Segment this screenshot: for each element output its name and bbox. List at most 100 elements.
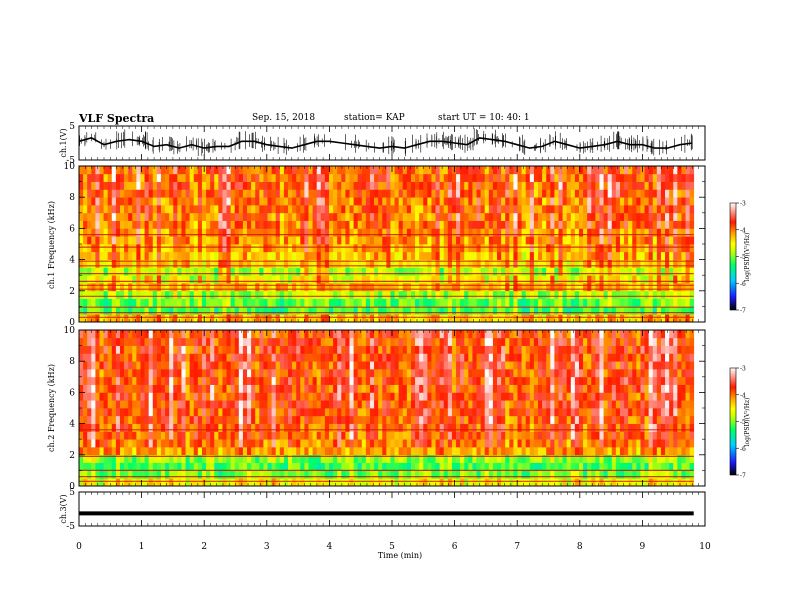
spectrogram-cell bbox=[247, 205, 252, 214]
spectrogram-cell bbox=[181, 290, 186, 299]
spectrogram-cell bbox=[402, 298, 408, 307]
spectrogram-cell bbox=[509, 290, 514, 299]
spectrogram-cell bbox=[484, 314, 490, 323]
spectrogram-cell bbox=[300, 439, 305, 448]
spectrogram-cell bbox=[255, 454, 260, 463]
spectrogram-cell bbox=[238, 478, 244, 487]
spectrogram-cell bbox=[369, 423, 375, 432]
spectrogram-cell bbox=[210, 283, 215, 292]
spectrogram-cell bbox=[517, 431, 522, 440]
spectrogram-cell bbox=[427, 298, 432, 307]
spectrogram-cell bbox=[124, 400, 129, 409]
spectrogram-cell bbox=[410, 470, 416, 479]
spectrogram-cell bbox=[406, 220, 412, 229]
spectrogram-cell bbox=[652, 283, 658, 292]
spectrogram-cell bbox=[468, 400, 473, 409]
spectrogram-cell bbox=[640, 197, 645, 206]
spectrogram-cell bbox=[513, 189, 518, 198]
spectrogram-cell bbox=[353, 181, 359, 190]
spectrogram-cell bbox=[160, 181, 166, 190]
spectrogram-cell bbox=[222, 447, 227, 456]
spectrogram-cell bbox=[386, 189, 391, 198]
spectrogram-cell bbox=[292, 267, 297, 276]
spectrogram-cell bbox=[160, 423, 166, 432]
spectrogram-cell bbox=[628, 462, 633, 471]
spectrogram-cell bbox=[624, 166, 629, 175]
spectrogram-cell bbox=[300, 275, 305, 284]
spectrogram-cell bbox=[464, 454, 469, 463]
spectrogram-cell bbox=[333, 400, 338, 409]
spectrogram-cell bbox=[103, 408, 109, 417]
spectrogram-cell bbox=[263, 189, 268, 198]
spectrogram-cell bbox=[419, 205, 424, 214]
spectrogram-cell bbox=[517, 314, 522, 323]
spectrogram-cell bbox=[640, 251, 645, 260]
spectrogram-cell bbox=[279, 415, 285, 424]
spectrogram-cell bbox=[378, 462, 383, 471]
spectrogram-cell bbox=[152, 212, 158, 221]
spectrogram-cell bbox=[529, 275, 535, 284]
spectrogram-cell bbox=[230, 447, 236, 456]
spectrogram-cell bbox=[644, 244, 649, 253]
spectrogram-cell bbox=[324, 298, 330, 307]
spectrogram-cell bbox=[669, 212, 674, 221]
spectrogram-cell bbox=[435, 275, 440, 284]
spectrogram-cell bbox=[193, 244, 199, 253]
spectrogram-cell bbox=[197, 439, 203, 448]
spectrogram-cell bbox=[431, 298, 436, 307]
spectrogram-cell bbox=[214, 189, 219, 198]
spectrogram-cell bbox=[95, 173, 100, 182]
spectrogram-cell bbox=[394, 454, 400, 463]
spectrogram-cell bbox=[562, 205, 568, 214]
spectrogram-cell bbox=[271, 251, 277, 260]
spectrogram-cell bbox=[300, 212, 305, 221]
spectrogram-cell bbox=[201, 244, 207, 253]
spectrogram-cell bbox=[685, 228, 690, 237]
spectrogram-cell bbox=[447, 298, 453, 307]
spectrogram-cell bbox=[423, 431, 428, 440]
spectrogram-cell bbox=[619, 431, 625, 440]
spectrogram-cell bbox=[636, 275, 641, 284]
spectrogram-cell bbox=[509, 462, 514, 471]
colorbar-tick-label: -6 bbox=[740, 281, 746, 288]
spectrogram-cell bbox=[263, 423, 268, 432]
spectrogram-cell bbox=[578, 275, 584, 284]
spectrogram-cell bbox=[279, 173, 285, 182]
spectrogram-cell bbox=[529, 205, 535, 214]
spectrogram-cell bbox=[111, 197, 117, 206]
spectrogram-cell bbox=[341, 259, 346, 268]
spectrogram-cell bbox=[480, 259, 486, 268]
spectrogram-cell bbox=[488, 400, 494, 409]
spectrogram-cell bbox=[488, 181, 494, 190]
spectrogram-cell bbox=[660, 447, 666, 456]
spectrogram-cell bbox=[279, 275, 285, 284]
spectrogram-cell bbox=[193, 228, 199, 237]
spectrogram-cell bbox=[214, 283, 219, 292]
spectrogram-cell bbox=[83, 173, 88, 182]
spectrogram-cell bbox=[144, 197, 150, 206]
spectrogram-cell bbox=[304, 197, 309, 206]
spectrogram-cell bbox=[234, 423, 240, 432]
spectrogram-cell bbox=[525, 197, 531, 206]
spectrogram-cell bbox=[300, 462, 305, 471]
spectrogram-cell bbox=[132, 220, 137, 229]
spectrogram-cell bbox=[95, 267, 100, 276]
spectrogram-cell bbox=[156, 298, 162, 307]
spectrogram-cell bbox=[374, 228, 379, 237]
spectrogram-cell bbox=[189, 181, 195, 190]
spectrogram-cell bbox=[546, 173, 551, 182]
spectrogram-cell bbox=[230, 173, 236, 182]
spectrogram-cell bbox=[505, 205, 510, 214]
spectrogram-cell bbox=[656, 439, 662, 448]
spectrogram-cell bbox=[222, 400, 227, 409]
spectrogram-cell bbox=[587, 181, 592, 190]
spectrogram-cell bbox=[165, 267, 170, 276]
spectrogram-cell bbox=[79, 267, 84, 276]
spectrogram-cell bbox=[230, 212, 236, 221]
spectrogram-cell bbox=[394, 415, 400, 424]
spectrogram-cell bbox=[324, 415, 330, 424]
spectrogram-cell bbox=[648, 478, 654, 487]
spectrogram-cell bbox=[259, 454, 264, 463]
spectrogram-cell bbox=[374, 275, 379, 284]
spectrogram-cell bbox=[91, 267, 96, 276]
